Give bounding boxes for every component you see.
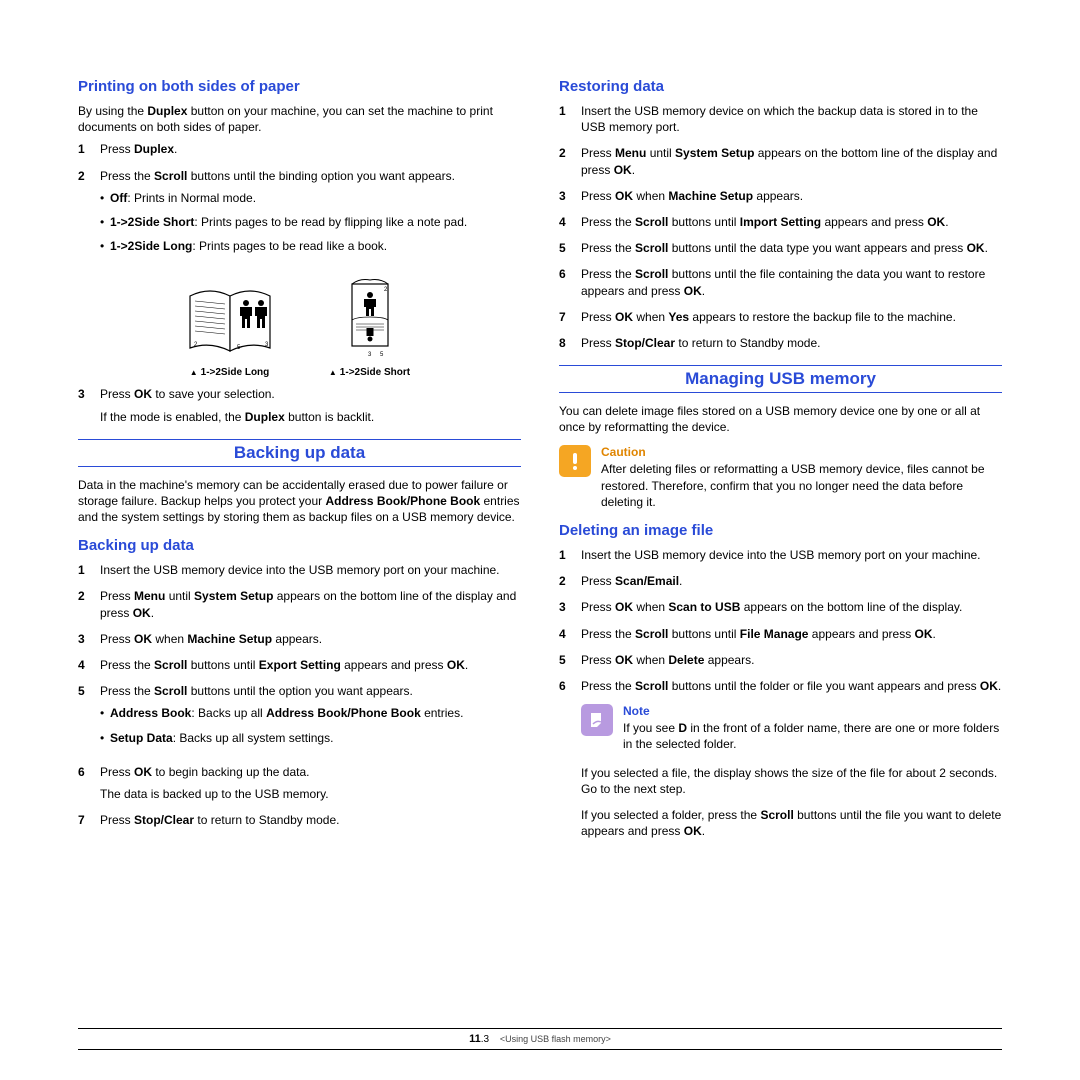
steps-restore: 1Insert the USB memory device on which t… [559, 103, 1002, 351]
steps-printing-cont: 3 Press OK to save your selection. If th… [78, 386, 521, 424]
heading-backup-sub: Backing up data [78, 537, 521, 554]
notepad-short-icon: 2 35 [320, 276, 420, 361]
heading-major-manage: Managing USB memory [559, 365, 1002, 393]
steps-delete: 1Insert the USB memory device into the U… [559, 547, 1002, 694]
figure-2side-long: 23 5 ▲1->2Side Long [180, 276, 280, 378]
steps-printing: 1Press Duplex. 2 Press the Scroll button… [78, 141, 521, 262]
heading-major-backup: Backing up data [78, 439, 521, 467]
note-icon [581, 704, 613, 736]
heading-printing: Printing on both sides of paper [78, 78, 521, 95]
heading-restore: Restoring data [559, 78, 1002, 95]
note-label: Note [623, 704, 1002, 718]
note-text: If you see D in the front of a folder na… [623, 720, 1002, 752]
figure-row: 23 5 ▲1->2Side Long 2 35 ▲1->2Side Short [78, 276, 521, 378]
left-column: Printing on both sides of paper By using… [78, 78, 521, 1013]
book-long-icon: 23 5 [180, 276, 280, 361]
paragraph: You can delete image files stored on a U… [559, 403, 1002, 435]
note-callout: Note If you see D in the front of a fold… [581, 704, 1002, 752]
inset-text: If you selected a folder, press the Scro… [559, 807, 1002, 839]
caution-text: After deleting files or reformatting a U… [601, 461, 1002, 510]
inset-text: If you selected a file, the display show… [559, 765, 1002, 797]
caution-label: Caution [601, 445, 1002, 459]
paragraph: By using the Duplex button on your machi… [78, 103, 521, 135]
figure-2side-short: 2 35 ▲1->2Side Short [320, 276, 420, 378]
svg-text:5: 5 [380, 352, 384, 358]
right-column: Restoring data 1Insert the USB memory de… [559, 78, 1002, 1013]
steps-backup: 1Insert the USB memory device into the U… [78, 562, 521, 828]
heading-delete: Deleting an image file [559, 522, 1002, 539]
caution-icon [559, 445, 591, 477]
page-footer: 11.3 <Using USB flash memory> [78, 1028, 1002, 1050]
caution-callout: Caution After deleting files or reformat… [559, 445, 1002, 510]
paragraph: Data in the machine's memory can be acci… [78, 477, 521, 526]
two-column-layout: Printing on both sides of paper By using… [78, 78, 1002, 1013]
svg-text:3: 3 [368, 352, 372, 358]
